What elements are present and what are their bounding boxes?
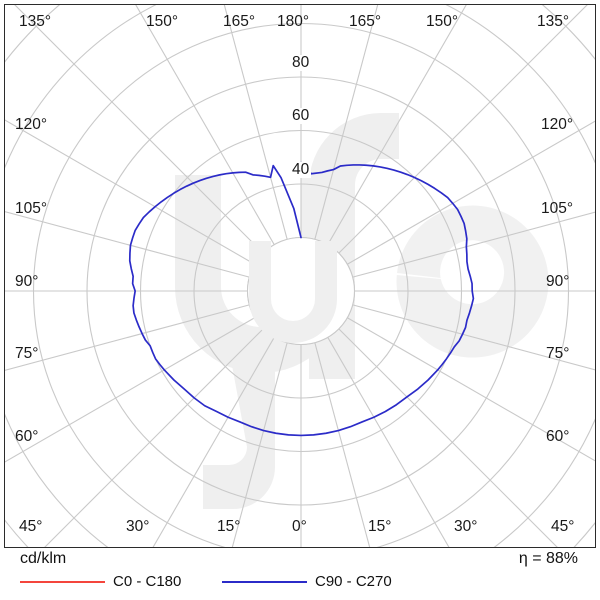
angle-label-bottom-45-left: 45° (19, 518, 43, 535)
plot-area: 80 60 40 150° 165° 180° 165° 150° 135° 1… (4, 4, 596, 548)
angle-label-right-120: 120° (541, 116, 574, 133)
angle-label-right-135: 135° (537, 13, 570, 30)
angle-label-right-60: 60° (546, 428, 570, 445)
angle-label-left-75: 75° (15, 345, 39, 362)
polar-plot-svg (5, 5, 595, 547)
legend-swatch-c90-c270 (222, 581, 307, 584)
curve-c90-c270 (128, 161, 475, 437)
angle-label-right-75: 75° (546, 345, 570, 362)
legend-label-c0-c180: C0 - C180 (113, 573, 182, 590)
angle-label-left-105: 105° (15, 200, 48, 217)
angle-label-bottom-30-left: 30° (126, 518, 150, 535)
angle-label-right-105: 105° (541, 200, 574, 217)
angle-label-top-165-left: 165° (223, 13, 256, 30)
chart-legend: cd/klm η = 88% C0 - C180 C90 - C270 (0, 548, 600, 600)
angle-label-top-150-right: 150° (426, 13, 459, 30)
radial-tick-60: 60 (290, 107, 312, 124)
legend-swatch-c0-c180 (20, 581, 105, 584)
efficiency-label: η = 88% (518, 550, 578, 567)
angle-label-top-165-right: 165° (349, 13, 382, 30)
watermark-logo-inner (249, 241, 337, 343)
radial-tick-40: 40 (290, 161, 312, 178)
angle-label-bottom-0: 0° (292, 518, 307, 535)
unit-label: cd/klm (20, 550, 67, 567)
angle-label-bottom-45-right: 45° (551, 518, 575, 535)
angle-label-left-135: 135° (19, 13, 52, 30)
angle-label-bottom-30-right: 30° (454, 518, 478, 535)
angle-label-top-180: 180° (277, 13, 310, 30)
radial-tick-80: 80 (290, 54, 312, 71)
angle-label-left-90: 90° (15, 273, 39, 290)
angle-label-right-90: 90° (546, 273, 570, 290)
angle-label-left-120: 120° (15, 116, 48, 133)
angle-label-top-150-left: 150° (146, 13, 179, 30)
angle-label-left-60: 60° (15, 428, 39, 445)
legend-label-c90-c270: C90 - C270 (315, 573, 392, 590)
angle-label-bottom-15-left: 15° (217, 518, 241, 535)
angle-label-bottom-15-right: 15° (368, 518, 392, 535)
